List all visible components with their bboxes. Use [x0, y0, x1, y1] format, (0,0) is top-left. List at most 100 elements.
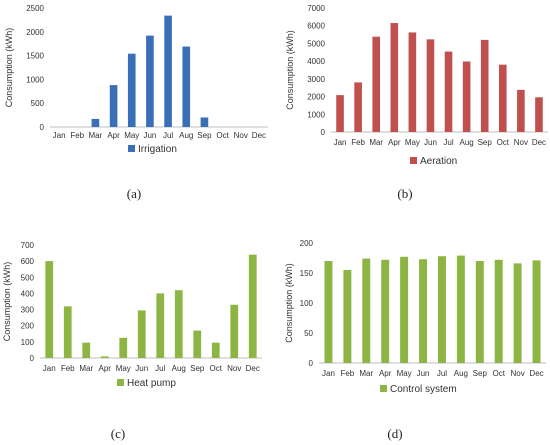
x-tick-label: Apr — [107, 131, 120, 140]
x-tick-label: Feb — [340, 369, 354, 378]
chart-c: 0 100 200 300 400 500 600 700 Jan Feb Mar Apr May Jun… — [2, 241, 262, 441]
bar-c-feb — [63, 306, 72, 358]
bar-c-may — [119, 337, 128, 358]
legend-label: Heat pump — [127, 378, 176, 389]
x-tick-label: Nov — [234, 131, 248, 140]
y-tick-label: 150 — [300, 269, 314, 278]
y-tick-label: 1000 — [26, 75, 44, 84]
x-tick-label: Jul — [155, 364, 165, 373]
panel-caption: (b) — [397, 186, 412, 201]
x-tick-label: May — [405, 138, 420, 147]
bar-a-aug — [182, 46, 191, 127]
x-tick-label: Sep — [190, 364, 205, 373]
bar-b-apr — [390, 23, 399, 132]
x-tick-label: Jun — [135, 364, 148, 373]
y-tick-label: 2000 — [307, 93, 325, 102]
x-tick-label: Mar — [89, 131, 103, 140]
y-tick-label: 600 — [21, 257, 35, 266]
x-tick-label: Apr — [99, 364, 112, 373]
y-axis-label: Consumption (kWh) — [4, 28, 14, 108]
x-tick-label: Dec — [246, 364, 260, 373]
x-tick-label: Sep — [478, 138, 493, 147]
x-tick-label: Jan — [43, 364, 56, 373]
bar-d-sep — [475, 261, 484, 363]
bar-d-oct — [494, 259, 503, 363]
panel-caption: (a) — [127, 186, 141, 201]
bar-b-nov — [517, 89, 525, 132]
x-tick-label: Feb — [351, 138, 365, 147]
x-tick-label: May — [124, 131, 139, 140]
legend-swatch — [380, 385, 387, 392]
x-tick-label: Mar — [369, 138, 383, 147]
x-tick-label: Sep — [197, 131, 212, 140]
chart-d: 0 50 100 150 200 Jan Feb Mar Apr May Jun Jul Aug Sep O… — [284, 239, 546, 441]
bar-d-mar — [362, 258, 371, 363]
bar-c-aug — [174, 290, 183, 358]
y-axis-label: Consumption (kWh) — [2, 262, 12, 342]
y-tick-label: 6000 — [307, 22, 325, 31]
bar-a-may — [127, 53, 136, 127]
x-tick-label: Oct — [492, 369, 505, 378]
x-tick-label: Jan — [53, 131, 66, 140]
bar-a-jun — [146, 35, 154, 127]
y-tick-label: 1500 — [26, 52, 44, 61]
x-tick-label: Feb — [70, 131, 84, 140]
bar-c-sep — [193, 330, 202, 358]
y-tick-label: 2000 — [26, 28, 44, 37]
bar-b-aug — [462, 61, 471, 132]
x-tick-label: Oct — [497, 138, 510, 147]
legend-label: Aeration — [420, 156, 457, 167]
bar-c-nov — [230, 304, 239, 358]
x-tick-label: Dec — [529, 369, 543, 378]
y-tick-label: 400 — [21, 289, 35, 298]
y-axis-label: Consumption (kWh) — [284, 263, 294, 343]
bar-b-may — [408, 32, 417, 133]
y-tick-label: 1000 — [307, 110, 325, 119]
bar-c-jun — [137, 310, 146, 358]
y-tick-label: 700 — [21, 241, 35, 250]
bar-a-mar — [91, 118, 100, 127]
x-tick-label: Sep — [473, 369, 488, 378]
x-tick-label: Jul — [443, 138, 453, 147]
x-tick-label: Mar — [79, 364, 93, 373]
x-tick-label: Mar — [359, 369, 373, 378]
x-tick-label: Aug — [460, 138, 474, 147]
y-tick-label: 50 — [304, 329, 313, 338]
x-tick-label: Jun — [417, 369, 430, 378]
legend-swatch — [117, 379, 124, 386]
bar-d-aug — [456, 255, 465, 363]
legend-label: Control system — [390, 384, 457, 395]
x-tick-label: Aug — [179, 131, 193, 140]
bar-a-sep — [200, 117, 209, 127]
bar-b-mar — [372, 36, 381, 132]
y-tick-label: 3000 — [307, 75, 325, 84]
x-tick-label: Apr — [388, 138, 401, 147]
y-tick-label: 200 — [21, 322, 35, 331]
bar-d-jan — [324, 261, 333, 363]
x-tick-label: Nov — [227, 364, 241, 373]
bar-c-apr — [100, 356, 109, 358]
x-tick-label: Aug — [454, 369, 468, 378]
y-tick-label: 300 — [21, 306, 35, 315]
y-tick-label: 0 — [40, 123, 45, 132]
x-tick-label: Nov — [511, 369, 525, 378]
y-axis-label: Consumption (kWh) — [285, 30, 295, 110]
x-tick-label: Feb — [61, 364, 75, 373]
x-tick-label: Jul — [163, 131, 173, 140]
bar-d-jul — [437, 256, 446, 363]
y-tick-label: 100 — [300, 299, 314, 308]
y-tick-label: 100 — [21, 338, 35, 347]
bar-c-jul — [156, 293, 165, 358]
bar-b-dec — [535, 97, 543, 132]
x-tick-label: Jun — [424, 138, 437, 147]
x-tick-label: Jan — [322, 369, 335, 378]
y-tick-label: 7000 — [307, 4, 325, 13]
y-tick-label: 2500 — [26, 4, 44, 13]
x-tick-label: May — [397, 369, 412, 378]
bar-b-oct — [498, 64, 507, 132]
y-tick-label: 0 — [321, 128, 326, 137]
x-tick-label: Jun — [143, 131, 156, 140]
bar-d-may — [400, 256, 409, 363]
bar-b-jul — [444, 51, 453, 132]
bar-a-jul — [164, 15, 172, 128]
